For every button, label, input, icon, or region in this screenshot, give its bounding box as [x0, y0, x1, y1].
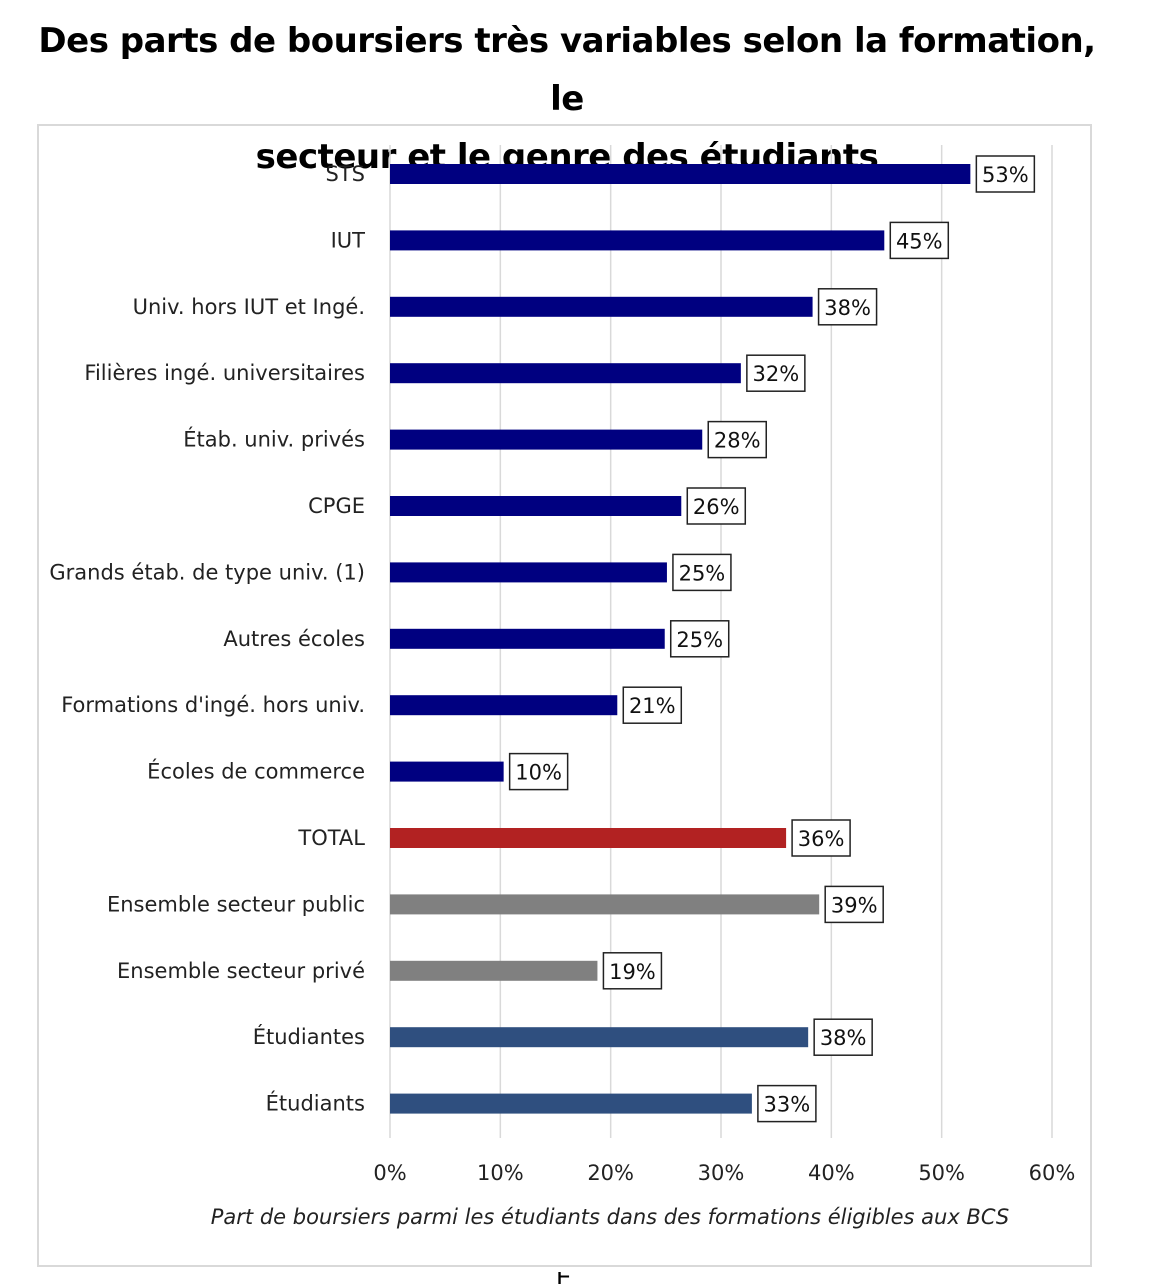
category-label: STS — [326, 162, 366, 186]
bar-total — [390, 828, 787, 848]
bar-cpge — [390, 496, 682, 516]
data-label: 10% — [515, 761, 562, 785]
data-label-box — [791, 819, 851, 857]
data-label-box — [975, 155, 1036, 193]
category-label: Ensemble secteur public — [107, 892, 365, 916]
category-label: Étudiants — [266, 1091, 365, 1116]
x-tick-label: 60% — [1029, 1161, 1076, 1185]
category-labels: STS IUT Univ. hors IUT et Ingé. Filières in… — [49, 162, 365, 1116]
data-label: 26% — [693, 495, 740, 519]
bar-grands-etab-de-type-univ-1 — [390, 562, 667, 583]
data-label: 45% — [896, 229, 943, 253]
bar-univ-hors-iut-et-inge — [390, 296, 813, 317]
data-label: 32% — [753, 362, 800, 386]
category-label: TOTAL — [297, 826, 365, 850]
bar-etudiants — [390, 1093, 752, 1114]
x-tick-label: 50% — [918, 1161, 965, 1185]
bar-etudiantes — [390, 1027, 809, 1048]
category-label: Autres écoles — [223, 627, 365, 651]
bar-filieres-inge-universitaires — [390, 363, 741, 384]
data-label-box — [707, 420, 767, 459]
x-tick-label: 40% — [808, 1161, 855, 1185]
bar-ecoles-de-commerce — [390, 761, 504, 782]
data-label: 25% — [676, 628, 723, 652]
category-label: Étudiantes — [253, 1024, 365, 1049]
bar-iut — [390, 230, 885, 251]
data-label-box — [813, 1018, 873, 1056]
category-label: Univ. hors IUT et Ingé. — [133, 295, 365, 319]
bar-sts — [390, 164, 971, 184]
category-label: Grands étab. de type univ. (1) — [49, 560, 365, 584]
category-label: Étab. univ. privés — [183, 427, 365, 452]
x-tick-label: 20% — [587, 1161, 634, 1185]
data-label-box — [508, 752, 569, 791]
x-tick-label: 10% — [477, 1161, 524, 1185]
category-label: Filières ingé. universitaires — [84, 361, 365, 385]
category-label: CPGE — [308, 494, 365, 518]
data-labels: 53% 45% 38% 32% 28% 26% 25% 25% 21% 10% 36% 39% 19% 3… — [508, 155, 1036, 1123]
data-label: 28% — [714, 429, 761, 453]
category-label: Ensemble secteur privé — [117, 959, 365, 983]
cropped-glyph: É — [556, 1272, 586, 1284]
bar-ensemble-secteur-public — [390, 894, 820, 915]
data-label: 53% — [982, 163, 1029, 187]
data-label-box — [746, 354, 806, 392]
bar-autres-ecoles — [390, 628, 665, 649]
data-label-box — [669, 620, 730, 658]
data-label: 19% — [609, 960, 656, 984]
category-label: Écoles de commerce — [147, 759, 365, 784]
data-label: 36% — [798, 827, 845, 851]
data-label: 33% — [764, 1093, 811, 1117]
bar-ensemble-secteur-prive — [390, 960, 598, 981]
data-label-box — [889, 221, 950, 260]
data-label-box — [757, 1084, 817, 1123]
bars — [390, 164, 971, 1114]
bar-etab-univ-prives — [390, 429, 703, 450]
data-label-box — [602, 952, 663, 990]
x-tick-label: 0% — [373, 1161, 406, 1185]
data-label-box — [672, 553, 732, 592]
chart-title-line-1: Des parts de boursiers très variables se… — [38, 21, 1096, 119]
chart-frame — [37, 124, 1092, 1267]
bar-formations-d-inge-hors-univ — [390, 695, 618, 716]
data-label: 25% — [679, 561, 726, 585]
x-tick-labels: 0% 10% 20% 30% 40% 50% 60% — [373, 1161, 1075, 1185]
category-label: IUT — [331, 228, 366, 252]
x-tick-label: 30% — [698, 1161, 745, 1185]
data-label-box — [622, 686, 683, 724]
data-label: 21% — [629, 694, 676, 718]
data-label-box — [817, 288, 878, 326]
category-label: Formations d'ingé. hors univ. — [61, 693, 365, 717]
data-label-box — [686, 487, 747, 525]
data-label: 38% — [820, 1026, 867, 1050]
data-label: 39% — [831, 893, 878, 917]
data-label-box — [824, 885, 884, 924]
x-axis-title: Part de boursiers parmi les étudiants da… — [210, 1205, 1010, 1229]
data-label: 38% — [824, 296, 871, 320]
